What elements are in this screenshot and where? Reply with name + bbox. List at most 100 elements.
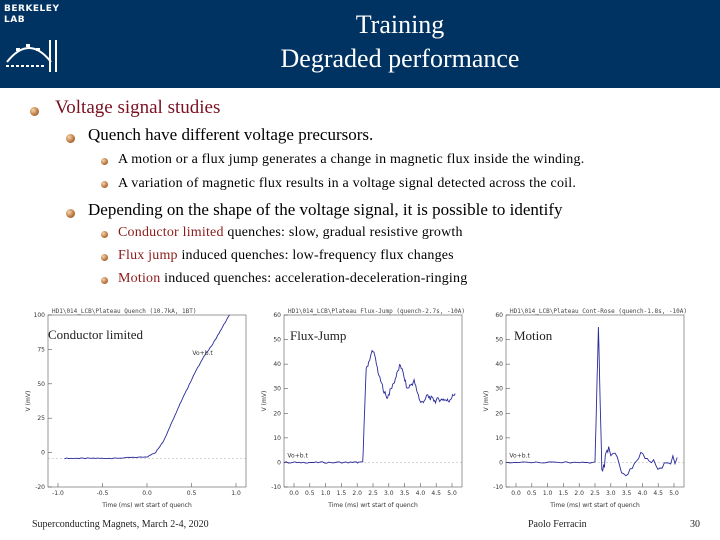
term-flux-desc: induced quenches: low-frequency flux cha… <box>177 248 454 263</box>
logo-line-1: BERKELEY <box>4 4 60 14</box>
x-tick-label: 4.5 <box>653 490 663 497</box>
y-tick-label: 75 <box>37 346 45 353</box>
term-conductor-limited: Conductor limited <box>118 225 224 240</box>
x-tick-label: -0.5 <box>97 490 109 497</box>
point-1: Quench have different voltage precursors… <box>88 125 374 144</box>
x-tick-label: 0.0 <box>142 490 152 497</box>
lab-building-icon <box>6 40 57 72</box>
x-tick-label: 0.0 <box>289 490 299 497</box>
x-tick-label: 1.5 <box>559 490 569 497</box>
x-tick-label: 1.0 <box>321 490 331 497</box>
footer-event: Superconducting Magnets, March 2-4, 2020 <box>32 519 209 530</box>
x-tick-label: 4.0 <box>416 490 426 497</box>
x-tick-label: 4.0 <box>638 490 648 497</box>
y-tick-label: 50 <box>37 381 45 388</box>
y-tick-label: 100 <box>34 312 46 319</box>
y-axis-label: V (mV) <box>261 391 268 412</box>
point-2: Depending on the shape of the voltage si… <box>88 200 563 219</box>
voltage-trace <box>283 349 456 464</box>
x-tick-label: 1.0 <box>543 490 553 497</box>
x-tick-label: 3.0 <box>384 490 394 497</box>
plot-top-caption: HD1\014_LCB\Plateau Flux-Jump (quench-2.… <box>288 308 465 315</box>
quench-type-motion: Motion induced quenches: acceleration-de… <box>118 271 467 287</box>
y-tick-label: 50 <box>495 337 503 344</box>
quench-type-flux: Flux jump induced quenches: low-frequenc… <box>118 248 454 264</box>
berkeley-lab-logo: BERKELEY LAB <box>4 4 66 84</box>
bullet-icon <box>101 277 108 284</box>
bullet-icon <box>101 254 108 261</box>
plot-flux-jump: HD1\014_LCB\Plateau Flux-Jump (quench-2.… <box>258 305 470 513</box>
term-motion-desc: induced quenches: acceleration-decelerat… <box>160 271 468 286</box>
plot-top-caption: HD1\014_LCB\Plateau Cont-Rose (quench-1.… <box>510 308 687 315</box>
y-tick-label: -20 <box>35 484 45 491</box>
footer-author: Paolo Ferracin <box>528 519 587 530</box>
x-axis-label: Time (ms) wrt start of quench <box>549 502 640 509</box>
x-tick-label: 0.5 <box>187 490 197 497</box>
bullet-icon <box>101 231 108 238</box>
x-tick-label: 0.0 <box>511 490 521 497</box>
point-1-sub-1: A motion or a flux jump generates a chan… <box>118 152 585 167</box>
y-tick-label: 40 <box>495 361 503 368</box>
y-tick-label: 25 <box>37 415 45 422</box>
x-tick-label: 5.0 <box>447 490 457 497</box>
logo-line-2: LAB <box>4 15 26 25</box>
y-tick-label: -10 <box>271 484 281 491</box>
x-tick-label: 5.0 <box>669 490 679 497</box>
y-tick-label: 20 <box>273 410 281 417</box>
point-1-sub-2: A variation of magnetic flux results in … <box>118 176 577 191</box>
y-tick-label: 10 <box>495 435 503 442</box>
bullet-icon <box>30 107 39 116</box>
x-tick-label: 0.5 <box>305 490 315 497</box>
x-tick-label: 3.5 <box>400 490 410 497</box>
y-tick-label: 20 <box>495 410 503 417</box>
bullet-icon <box>101 181 108 188</box>
plot-conductor-limited: HD1\014_LCB\Plateau Quench (10.7kA, 1BT)… <box>22 305 254 513</box>
y-tick-label: -10 <box>493 484 503 491</box>
x-tick-label: 2.5 <box>590 490 600 497</box>
x-axis-label: Time (ms) wrt start of quench <box>327 502 418 509</box>
y-tick-label: 40 <box>273 361 281 368</box>
fit-marker-label: Vo+b.t <box>192 350 213 357</box>
x-tick-label: 2.0 <box>352 490 362 497</box>
y-axis-label: V (mV) <box>25 391 32 412</box>
plot-label-motion: Motion <box>514 328 553 343</box>
y-tick-label: 0 <box>277 459 281 466</box>
bullet-icon <box>66 134 75 143</box>
y-tick-label: 30 <box>273 386 281 393</box>
term-conductor-desc: quenches: slow, gradual resistive growth <box>223 225 463 240</box>
fit-marker-label: Vo+b.t <box>287 453 308 460</box>
y-tick-label: 60 <box>273 312 281 319</box>
plot-label-flux: Flux-Jump <box>290 328 347 343</box>
x-tick-label: 2.0 <box>574 490 584 497</box>
footer-page-number: 30 <box>690 519 700 530</box>
plot-frame <box>283 314 463 488</box>
quench-type-conductor: Conductor limited quenches: slow, gradua… <box>118 225 463 241</box>
slide-header: BERKELEY LAB Training Degraded performan… <box>0 0 720 88</box>
x-tick-label: 2.5 <box>368 490 378 497</box>
y-tick-label: 50 <box>273 337 281 344</box>
x-tick-label: 1.0 <box>231 490 241 497</box>
x-tick-label: 4.5 <box>431 490 441 497</box>
term-flux-jump: Flux jump <box>118 248 178 263</box>
section-heading: Voltage signal studies <box>55 97 221 118</box>
plot-top-caption: HD1\014_LCB\Plateau Quench (10.7kA, 1BT) <box>52 308 197 315</box>
bullet-icon <box>101 158 108 165</box>
x-tick-label: 3.5 <box>622 490 632 497</box>
slide-title-line-1: Training <box>355 10 445 39</box>
slide-title-line-2: Degraded performance <box>280 44 520 73</box>
x-tick-label: 0.5 <box>527 490 537 497</box>
y-tick-label: 60 <box>495 312 503 319</box>
y-tick-label: 0 <box>41 450 45 457</box>
x-axis-label: Time (ms) wrt start of quench <box>101 502 192 509</box>
voltage-trace <box>505 326 678 477</box>
x-tick-label: 1.5 <box>337 490 347 497</box>
plot-label-conductor: Conductor limited <box>48 327 143 342</box>
voltage-trace <box>64 314 230 460</box>
term-motion: Motion <box>118 271 161 286</box>
x-tick-label: 3.0 <box>606 490 616 497</box>
x-tick-label: -1.0 <box>52 490 64 497</box>
plot-motion: HD1\014_LCB\Plateau Cont-Rose (quench-1.… <box>480 305 692 513</box>
y-tick-label: 10 <box>273 435 281 442</box>
bullet-icon <box>66 209 75 218</box>
fit-marker-label: Vo+b.t <box>509 453 530 460</box>
